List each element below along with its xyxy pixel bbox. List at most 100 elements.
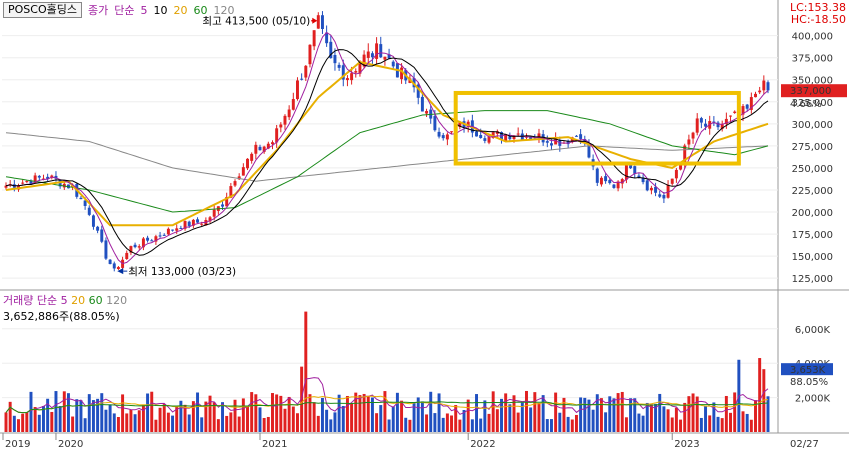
candle-body: [141, 238, 145, 248]
volume-bar: [720, 418, 724, 432]
volume-bar: [71, 416, 75, 432]
volume-bar: [79, 400, 83, 432]
x-tick-label: 2022: [470, 439, 495, 450]
candle-body: [112, 263, 116, 269]
volume-bar: [733, 392, 737, 432]
candle-body: [83, 200, 87, 206]
volume-bar: [537, 402, 541, 432]
candle-body: [383, 56, 387, 60]
volume-bar: [204, 401, 208, 432]
candle-body: [175, 228, 179, 231]
candle-body: [250, 153, 254, 161]
candle-body: [29, 180, 33, 185]
volume-bar: [462, 410, 466, 432]
candle-body: [179, 227, 183, 229]
volume-bar: [599, 398, 603, 432]
price-tick-label: 400,000: [792, 32, 833, 43]
volume-bar: [312, 402, 316, 432]
candle-body: [674, 169, 678, 179]
volume-bar: [508, 404, 512, 432]
lc-readout: LC:153.38: [789, 1, 846, 14]
stock-name[interactable]: POSCO홀딩스: [3, 2, 82, 18]
volume-bar: [749, 419, 753, 432]
volume-bar: [475, 394, 479, 432]
candle-body: [400, 67, 404, 80]
volume-bar: [287, 396, 291, 432]
volume-bar: [275, 394, 279, 432]
candle-body: [695, 118, 699, 133]
volume-bar: [291, 406, 295, 432]
volume-bar: [429, 391, 433, 432]
volume-bar: [187, 414, 191, 432]
candle-body: [662, 195, 666, 199]
volume-bar: [337, 394, 341, 432]
candle-body: [254, 144, 258, 154]
candle-body: [570, 137, 574, 143]
volume-bar: [629, 398, 633, 432]
volume-bar: [320, 397, 324, 432]
candle-body: [687, 139, 691, 145]
volume-bar: [237, 416, 241, 432]
candle-body: [246, 158, 249, 169]
candle-body: [308, 44, 312, 65]
candle-body: [108, 259, 112, 264]
volume-bar: [591, 409, 595, 432]
candle-body: [633, 166, 637, 174]
volume-bar: [208, 395, 212, 432]
volume-tick-label: 6,000K: [795, 325, 831, 336]
volume-bar: [745, 413, 749, 432]
volume-bar: [50, 411, 54, 432]
volume-bar: [562, 397, 566, 432]
volume-bar: [33, 407, 37, 432]
volume-bar: [420, 401, 424, 432]
volume-bar: [25, 412, 29, 432]
date-label: 02/27: [790, 439, 819, 450]
candle-body: [166, 228, 170, 235]
candle-body: [724, 118, 728, 125]
price-tick-label: 225,000: [792, 186, 833, 197]
volume-ma-5: [5, 377, 769, 415]
volume-bar: [383, 391, 387, 432]
volume-bar: [470, 419, 474, 432]
volume-bar: [62, 391, 66, 432]
ma-line-ma5: [5, 31, 769, 265]
volume-bar: [500, 398, 503, 432]
candle-body: [150, 240, 154, 242]
candle-body: [316, 15, 320, 29]
volume-bar: [375, 413, 379, 432]
volume-bar: [704, 406, 708, 432]
candle-body: [333, 54, 337, 64]
volume-bar: [587, 399, 591, 432]
volume-bar: [350, 403, 354, 432]
volume-tick-label: 2,000K: [795, 394, 831, 405]
x-tick-label: 2021: [262, 439, 287, 450]
volume-bar: [441, 417, 445, 432]
candle-body: [96, 226, 100, 231]
vma120-label: 120: [106, 294, 128, 307]
volume-bar: [425, 414, 429, 432]
price-tick-label: 375,000: [792, 54, 833, 65]
candle-body: [116, 267, 120, 269]
volume-bar: [387, 419, 391, 432]
volume-bar: [699, 417, 703, 432]
price-legend: POSCO홀딩스 종가 단순 5 10 20 60 120: [3, 2, 234, 18]
candle-body: [420, 96, 424, 112]
candle-body: [658, 194, 662, 197]
volume-bar: [604, 412, 608, 432]
candle-body: [537, 133, 541, 138]
volume-bar: [246, 405, 249, 432]
candle-body: [529, 136, 533, 140]
volume-bar: [641, 415, 645, 432]
candle-body: [508, 136, 512, 140]
candle-body: [733, 111, 737, 113]
candle-body: [379, 44, 383, 58]
candle-body: [325, 32, 329, 44]
volume-bar: [583, 397, 587, 432]
volume-bar: [17, 419, 20, 432]
volume-bar: [21, 413, 25, 432]
candle-body: [79, 197, 83, 200]
candle-body: [679, 163, 683, 170]
candle-body: [133, 244, 137, 248]
volume-bar: [666, 409, 670, 432]
candle-body: [295, 80, 299, 100]
